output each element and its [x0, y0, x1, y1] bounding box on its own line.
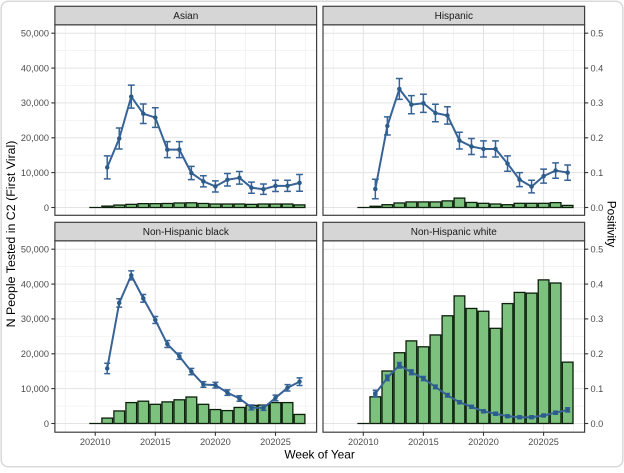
svg-text:N People Tested in C2 (First V: N People Tested in C2 (First Viral): [4, 141, 18, 328]
svg-text:0.3: 0.3: [591, 314, 604, 324]
svg-text:20,000: 20,000: [21, 349, 49, 359]
svg-text:Hispanic: Hispanic: [435, 11, 473, 22]
svg-text:10,000: 10,000: [21, 168, 49, 178]
svg-text:202020: 202020: [468, 437, 499, 447]
svg-text:30,000: 30,000: [21, 98, 49, 108]
svg-text:202010: 202010: [80, 437, 111, 447]
svg-text:30,000: 30,000: [21, 314, 49, 324]
svg-text:0.3: 0.3: [591, 98, 604, 108]
svg-text:Asian: Asian: [173, 11, 198, 22]
svg-text:50,000: 50,000: [21, 29, 49, 39]
svg-text:0.4: 0.4: [591, 63, 604, 73]
svg-text:202020: 202020: [200, 437, 231, 447]
svg-text:Non-Hispanic white: Non-Hispanic white: [411, 227, 498, 238]
svg-text:0: 0: [44, 203, 49, 213]
svg-text:202015: 202015: [140, 437, 171, 447]
svg-text:202015: 202015: [408, 437, 439, 447]
svg-text:202025: 202025: [260, 437, 291, 447]
svg-text:202025: 202025: [528, 437, 559, 447]
svg-text:Positivity: Positivity: [605, 201, 619, 248]
svg-text:40,000: 40,000: [21, 63, 49, 73]
svg-text:0: 0: [44, 419, 49, 429]
svg-text:50,000: 50,000: [21, 245, 49, 255]
svg-text:Non-Hispanic black: Non-Hispanic black: [143, 227, 230, 238]
svg-text:20,000: 20,000: [21, 133, 49, 143]
svg-text:0.1: 0.1: [591, 168, 604, 178]
svg-text:0.2: 0.2: [591, 349, 604, 359]
svg-text:Week of Year: Week of Year: [284, 448, 355, 462]
svg-text:0.1: 0.1: [591, 384, 604, 394]
svg-text:10,000: 10,000: [21, 384, 49, 394]
svg-text:40,000: 40,000: [21, 279, 49, 289]
svg-text:0.0: 0.0: [591, 419, 604, 429]
svg-text:0.0: 0.0: [591, 203, 604, 213]
svg-text:202010: 202010: [348, 437, 379, 447]
svg-text:0.5: 0.5: [591, 245, 604, 255]
svg-text:0.2: 0.2: [591, 133, 604, 143]
svg-text:0.4: 0.4: [591, 279, 604, 289]
svg-text:0.5: 0.5: [591, 29, 604, 39]
